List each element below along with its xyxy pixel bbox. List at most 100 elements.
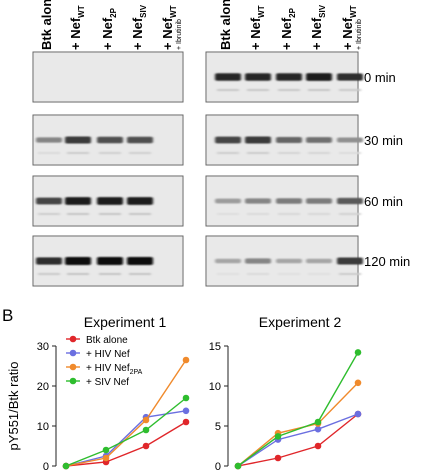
blot-right-3 — [205, 235, 363, 287]
lane-label-text: + Nef2P — [279, 7, 297, 50]
series-line-1 — [237, 413, 359, 467]
series-1-point-2 — [314, 425, 322, 433]
blot-band-faint — [129, 213, 151, 215]
y-tick-label: 20 — [37, 381, 49, 393]
series-3-point-1 — [102, 446, 110, 454]
blot-band-faint — [247, 89, 269, 91]
lane-label-left-1: + NefWT — [68, 5, 86, 50]
blot-band-faint — [339, 152, 361, 154]
legend-label-3: + SIV Nef — [86, 377, 129, 388]
lane-label-text: + NefWT — [68, 5, 86, 50]
series-line-2 — [237, 382, 359, 467]
chart-title: Experiment 2 — [259, 314, 342, 330]
blot-left-2 — [32, 175, 184, 227]
blot-band-faint — [339, 89, 361, 91]
legend: Btk alone + HIV Nef + HIV Nef2PA+ SIV Nef — [66, 335, 143, 388]
blot-band — [245, 73, 271, 81]
panel-b-letter: B — [2, 306, 13, 325]
blot-band-faint — [67, 213, 89, 215]
lane-label-suffix-text: + Ibrutinib — [356, 19, 363, 50]
lane-label-text: + NefSIV — [309, 4, 327, 50]
y-tick-label: 15 — [209, 341, 221, 353]
blot-band — [306, 198, 332, 204]
blot-band — [276, 137, 302, 143]
series-0-point-2 — [142, 442, 150, 450]
blot-band-faint — [247, 273, 269, 275]
blot-band-faint — [38, 273, 60, 275]
blot-band — [127, 136, 153, 144]
blot-right-0 — [205, 51, 363, 103]
lane-label-right-1: + NefWT — [248, 5, 266, 50]
lane-label-text: + NefWT — [248, 5, 266, 50]
series-2-point-3 — [182, 356, 190, 364]
blot-band — [97, 257, 123, 265]
lane-label-right-2: + Nef2P — [279, 7, 297, 50]
blot-band — [306, 258, 332, 264]
lane-label-suffix-text: + Ibrutinib — [176, 19, 183, 50]
series-3-point-2 — [142, 426, 150, 434]
blot-band-faint — [217, 152, 239, 154]
time-label-3: 120 min — [364, 254, 410, 269]
blot-band — [337, 73, 363, 81]
blot-right-1 — [205, 114, 363, 166]
blot-band — [306, 137, 332, 143]
blot-band — [276, 198, 302, 204]
lane-label-right-3: + NefSIV — [309, 4, 327, 50]
blot-band — [65, 136, 91, 144]
blot-band-faint — [99, 152, 121, 154]
blot-band — [65, 197, 91, 205]
blot-band — [36, 197, 62, 205]
legend-marker-2 — [69, 363, 77, 371]
y-tick-label: 10 — [37, 421, 49, 433]
blot-band — [36, 137, 62, 143]
blot-band — [215, 73, 241, 81]
blot-band — [215, 258, 241, 264]
lane-label-text: Btk alone — [218, 0, 233, 50]
series-3-point-0 — [234, 462, 242, 470]
blot-band-faint — [308, 273, 330, 275]
lane-label-text: + Nef2P — [100, 7, 118, 50]
blot-band-faint — [308, 89, 330, 91]
blot-band-faint — [67, 273, 89, 275]
blot-band — [65, 257, 91, 265]
blot-band-faint — [217, 89, 239, 91]
y-tick-label: 5 — [215, 421, 221, 433]
blot-band-faint — [129, 152, 151, 154]
series-0-point-1 — [274, 454, 282, 462]
chart-1: Experiment 1 0 10 20 30 pY551/Btk ratio Btk al… — [6, 314, 190, 470]
blot-left-1 — [32, 114, 184, 166]
chart-title: Experiment 1 — [84, 314, 167, 330]
legend-label-2: + HIV Nef2PA — [86, 363, 143, 376]
blot-band — [245, 258, 271, 264]
lane-label-suffix: + Ibrutinib — [356, 19, 363, 50]
blot-band — [276, 73, 302, 81]
y-tick-label: 0 — [215, 461, 221, 470]
series-3-point-3 — [182, 394, 190, 402]
blot-band — [127, 197, 153, 205]
series-2-point-1 — [102, 454, 110, 462]
legend-label-0: Btk alone — [86, 335, 128, 346]
blot-band — [215, 136, 241, 144]
y-tick-label: 0 — [43, 461, 49, 470]
y-tick-label: 10 — [209, 381, 221, 393]
blot-band — [215, 198, 241, 204]
series-line-0 — [65, 421, 187, 467]
blot-band — [337, 137, 363, 143]
blot-band-faint — [308, 213, 330, 215]
series-1-point-3 — [354, 410, 362, 418]
blot-band-faint — [278, 213, 300, 215]
series-line-0 — [237, 413, 359, 467]
series-1-point-3 — [182, 407, 190, 415]
series-3-point-2 — [314, 418, 322, 426]
legend-marker-3 — [69, 377, 77, 385]
blot-band-faint — [278, 89, 300, 91]
blot-band-faint — [278, 273, 300, 275]
blot-band-faint — [38, 213, 60, 215]
lane-label-right-4: + NefWT+ Ibrutinib — [340, 5, 363, 50]
lane-label-suffix: + Ibrutinib — [176, 19, 183, 50]
legend-label-1: + HIV Nef — [86, 349, 130, 360]
blot-band-faint — [339, 273, 361, 275]
series-3-point-3 — [354, 349, 362, 356]
y-axis-label: pY551/Btk ratio — [6, 362, 21, 451]
time-label-0: 0 min — [364, 70, 396, 85]
